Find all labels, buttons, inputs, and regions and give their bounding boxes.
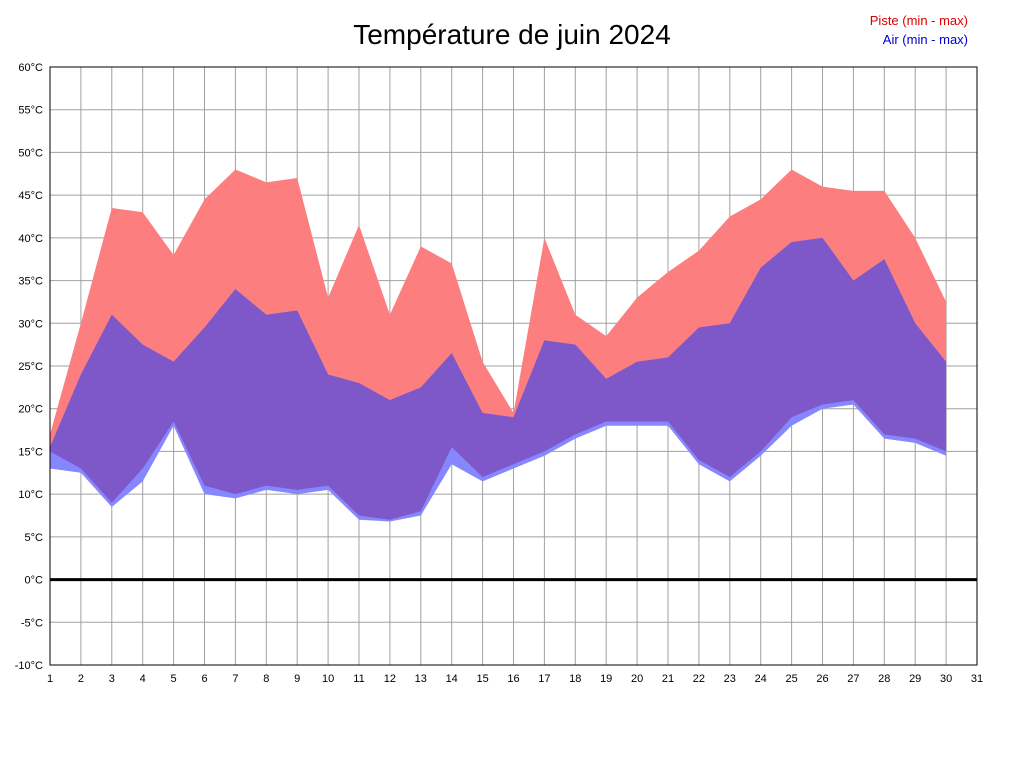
svg-text:29: 29 <box>909 673 921 685</box>
svg-text:1: 1 <box>47 673 53 685</box>
svg-text:13: 13 <box>415 673 427 685</box>
svg-text:18: 18 <box>569 673 581 685</box>
svg-text:6: 6 <box>201 673 207 685</box>
svg-text:40°C: 40°C <box>18 233 43 245</box>
svg-text:23: 23 <box>724 673 736 685</box>
svg-text:55°C: 55°C <box>18 105 43 117</box>
svg-text:26: 26 <box>816 673 828 685</box>
svg-text:30: 30 <box>940 673 952 685</box>
svg-text:4: 4 <box>140 673 146 685</box>
svg-text:60°C: 60°C <box>18 62 43 74</box>
svg-text:-5°C: -5°C <box>21 617 43 629</box>
svg-text:2: 2 <box>78 673 84 685</box>
svg-text:24: 24 <box>755 673 767 685</box>
svg-text:28: 28 <box>878 673 890 685</box>
svg-text:0°C: 0°C <box>25 575 44 587</box>
svg-text:10: 10 <box>322 673 334 685</box>
plot-border <box>49 66 978 666</box>
svg-text:14: 14 <box>446 673 458 685</box>
x-axis-labels: 1 2 3 4 5 6 7 8 9 10 11 12 13 14 15 16 17 18 19 20 21 22 23 24 2… <box>47 673 983 685</box>
svg-text:10°C: 10°C <box>18 489 43 501</box>
svg-text:35°C: 35°C <box>18 276 43 288</box>
svg-text:20: 20 <box>631 673 643 685</box>
svg-text:31: 31 <box>971 673 983 685</box>
svg-text:19: 19 <box>600 673 612 685</box>
chart-title: Température de juin 2024 <box>353 19 671 50</box>
svg-text:-10°C: -10°C <box>15 660 43 672</box>
svg-text:8: 8 <box>263 673 269 685</box>
svg-text:9: 9 <box>294 673 300 685</box>
svg-text:5°C: 5°C <box>25 532 44 544</box>
svg-text:17: 17 <box>538 673 550 685</box>
svg-text:11: 11 <box>353 673 364 685</box>
svg-text:22: 22 <box>693 673 705 685</box>
svg-text:12: 12 <box>384 673 396 685</box>
svg-text:15: 15 <box>476 673 488 685</box>
svg-text:25°C: 25°C <box>18 361 43 373</box>
svg-text:21: 21 <box>662 673 674 685</box>
svg-text:16: 16 <box>507 673 519 685</box>
y-axis-labels: 60°C 55°C 50°C 45°C 40°C 35°C 30°C 25°C 20°C 15°C… <box>15 62 43 672</box>
svg-text:45°C: 45°C <box>18 190 43 202</box>
svg-text:50°C: 50°C <box>18 147 43 159</box>
legend-air-label: Air (min - max) <box>882 32 968 47</box>
svg-text:30°C: 30°C <box>18 318 43 330</box>
svg-text:27: 27 <box>847 673 859 685</box>
svg-text:7: 7 <box>232 673 238 685</box>
svg-text:15°C: 15°C <box>18 446 43 458</box>
svg-text:20°C: 20°C <box>18 404 43 416</box>
legend-piste-label: Piste (min - max) <box>869 13 968 28</box>
svg-text:3: 3 <box>109 673 115 685</box>
overlap-band <box>50 237 947 520</box>
legend: Piste (min - max) Air (min - max) <box>870 11 968 49</box>
svg-text:5: 5 <box>171 673 177 685</box>
svg-text:25: 25 <box>785 673 797 685</box>
